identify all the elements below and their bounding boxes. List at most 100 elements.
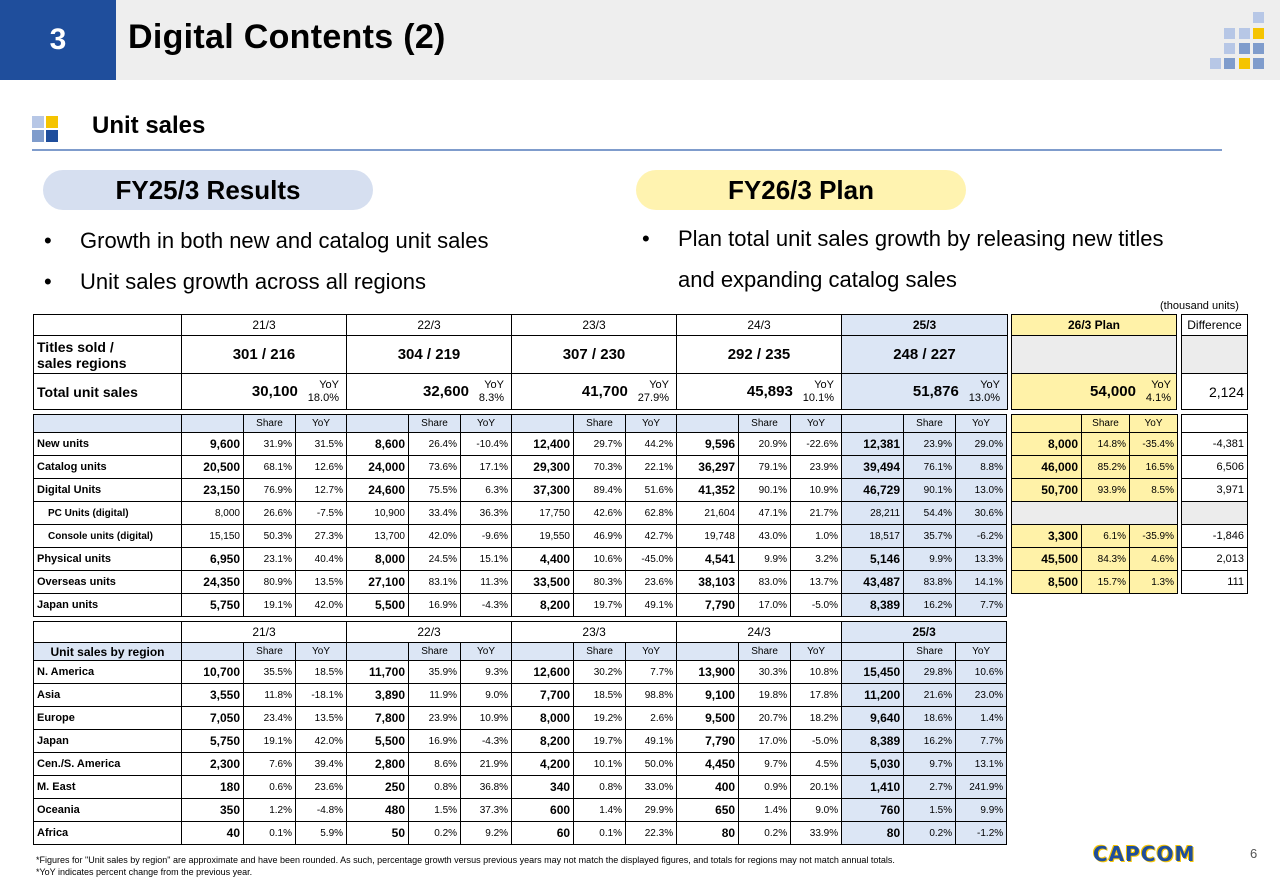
yoy-value: 29.0% — [955, 432, 1007, 456]
yoy-value: 23.6% — [625, 570, 677, 594]
yoy-value: 17.8% — [790, 683, 843, 707]
share-value: 89.4% — [573, 478, 626, 502]
yoy-value: -10.4% — [460, 432, 512, 456]
unit-value: 9,640 — [841, 706, 905, 730]
share-value: 9.9% — [903, 547, 956, 571]
share-header: Share — [243, 642, 296, 661]
share-value: 26.6% — [243, 501, 296, 525]
blank-header — [1181, 414, 1248, 433]
yoy-value: 9.0% — [460, 683, 513, 707]
unit-value: 27,100 — [346, 570, 409, 594]
unit-value: 8,600 — [346, 432, 409, 456]
yoy-value: 18.2% — [790, 706, 843, 730]
unit-value: 7,800 — [346, 706, 410, 730]
plan-row: 8,000 14.8% -35.4% — [1011, 432, 1178, 456]
share-value: 31.9% — [243, 432, 296, 456]
plan-unit-value: 46,000 — [1011, 455, 1082, 479]
yoy-value: 62.8% — [625, 501, 677, 525]
share-header: Share — [1081, 414, 1130, 433]
table-row: Cen./S. America 2,300 7.6% 39.4% 2,800 8.6% 21… — [33, 752, 1008, 776]
unit-value: 60 — [511, 821, 575, 845]
difference-titles-empty — [1181, 335, 1248, 374]
yoy-value: 17.1% — [460, 455, 512, 479]
share-value: 16.9% — [408, 729, 462, 753]
yoy-value: 36.3% — [460, 501, 512, 525]
unit-value: 36,297 — [676, 455, 739, 479]
share-value: 83.0% — [738, 570, 791, 594]
share-value: 1.2% — [243, 798, 296, 822]
row-label: Catalog units — [33, 455, 182, 479]
unit-value: 11,200 — [841, 683, 905, 707]
share-value: 35.7% — [903, 524, 956, 548]
yoy-header: YoY — [460, 642, 513, 661]
share-value: 70.3% — [573, 455, 626, 479]
unit-value: 28,211 — [841, 501, 904, 525]
titles-cell: 301 / 216 — [181, 335, 347, 374]
yoy-value: 42.0% — [295, 593, 347, 617]
blank-header — [346, 642, 410, 661]
share-header: Share — [903, 642, 957, 661]
share-value: 0.1% — [573, 821, 627, 845]
unit-value: 250 — [346, 775, 410, 799]
yoy-value: 14.1% — [955, 570, 1007, 594]
difference-value: 111 — [1181, 570, 1248, 594]
share-value: 43.0% — [738, 524, 791, 548]
unit-value: 480 — [346, 798, 410, 822]
difference-breakdown-table: -4,381 6,506 3,971 -1,846 2,013 111 — [1181, 414, 1248, 594]
share-value: 83.8% — [903, 570, 956, 594]
table-row: Console units (digital) 15,150 50.3% 27.3% 1… — [33, 524, 1007, 548]
total-value: 45,893 — [746, 383, 793, 400]
plan-pill: FY26/3 Plan — [636, 170, 966, 210]
plan-breakdown-table: Share YoY 8,000 14.8% -35.4% 46,000 85.2% 16.5%… — [1011, 414, 1178, 594]
unit-value: 5,500 — [346, 729, 410, 753]
row-label: Europe — [33, 706, 182, 730]
region-label: Unit sales by region — [33, 642, 182, 661]
yoy-value: 30.6% — [955, 501, 1007, 525]
footnote-2: *YoY indicates percent change from the p… — [36, 867, 253, 877]
blank-header — [1011, 414, 1082, 433]
titles-cell: 292 / 235 — [676, 335, 842, 374]
table-row: Physical units 6,950 23.1% 40.4% 8,000 24.5% 1… — [33, 547, 1007, 571]
yoy-header: YoY — [294, 642, 348, 661]
results-pill: FY25/3 Results — [43, 170, 373, 210]
yoy-value: 241.9% — [955, 775, 1008, 799]
share-header: Share — [573, 414, 626, 433]
unit-value: 1,410 — [841, 775, 905, 799]
share-value: 26.4% — [408, 432, 461, 456]
blank-header — [676, 642, 740, 661]
yoy-header: YoY — [955, 414, 1007, 433]
share-value: 18.5% — [573, 683, 627, 707]
yoy-value: 3.2% — [790, 547, 842, 571]
unit-value: 8,200 — [511, 729, 575, 753]
yoy-value: -4.3% — [460, 593, 512, 617]
share-value: 50.3% — [243, 524, 296, 548]
plan-unit-value: 3,300 — [1011, 524, 1082, 548]
share-value: 80.3% — [573, 570, 626, 594]
yoy-value: -1.2% — [955, 821, 1008, 845]
unit-value: 7,700 — [511, 683, 575, 707]
share-value: 11.9% — [408, 683, 462, 707]
yoy-header: YoY — [790, 642, 843, 661]
unit-value: 18,517 — [841, 524, 904, 548]
share-value: 11.8% — [243, 683, 296, 707]
breakdown-corner — [33, 414, 182, 433]
unit-value: 8,000 — [511, 706, 575, 730]
row-label: M. East — [33, 775, 182, 799]
unit-value: 29,300 — [511, 455, 574, 479]
section-title: Unit sales — [92, 112, 206, 139]
region-year-header: 23/3 — [511, 621, 678, 643]
titles-cell: 304 / 219 — [346, 335, 512, 374]
capcom-logo: CAPCOM — [1093, 842, 1196, 866]
plan-year-header: 26/3 Plan — [1011, 314, 1177, 336]
difference-value: 2,013 — [1181, 547, 1248, 571]
breakdown-table: Share YoY Share YoY Share YoY Share YoY Share YoY… — [33, 414, 1007, 617]
table-row: Japan 5,750 19.1% 42.0% 5,500 16.9% -4.3% 8,200… — [33, 729, 1008, 753]
share-value: 9.7% — [903, 752, 957, 776]
unit-value: 39,494 — [841, 455, 904, 479]
unit-value: 7,790 — [676, 729, 740, 753]
unit-value: 24,600 — [346, 478, 409, 502]
yoy-value: 10.9% — [460, 706, 513, 730]
share-value: 21.6% — [903, 683, 957, 707]
plan-row: 50,700 93.9% 8.5% — [1011, 478, 1178, 502]
share-value: 42.6% — [573, 501, 626, 525]
